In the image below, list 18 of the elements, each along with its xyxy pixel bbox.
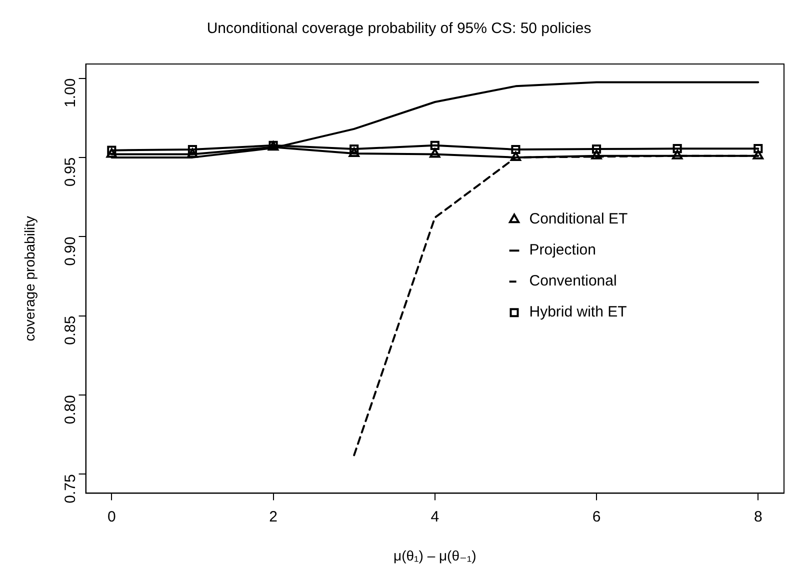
legend-label: Conditional ET: [529, 210, 628, 228]
y-tick-label: 0.80: [62, 395, 79, 424]
legend-label: Conventional: [529, 272, 617, 290]
y-tick-label: 0.90: [62, 236, 79, 266]
x-tick-label: 0: [107, 508, 116, 526]
x-axis-title: μ(θ₁) – μ(θ₋₁): [394, 547, 476, 564]
x-tick-label: 8: [754, 508, 762, 526]
legend-label: Projection: [529, 242, 596, 259]
x-tick-label: 4: [430, 508, 440, 526]
y-tick-label: 0.75: [62, 474, 79, 504]
y-axis-title: coverage probability: [21, 216, 38, 342]
x-tick-label: 6: [592, 508, 601, 526]
y-tick-label: 0.95: [62, 157, 79, 187]
chart-title: Unconditional coverage probability of 95% CS: 50 policies: [206, 20, 592, 38]
x-tick-label: 2: [269, 508, 278, 526]
y-tick-label: 0.85: [62, 316, 79, 346]
y-tick-label: 1.00: [62, 78, 79, 108]
legend-label: Hybrid with ET: [529, 304, 627, 321]
